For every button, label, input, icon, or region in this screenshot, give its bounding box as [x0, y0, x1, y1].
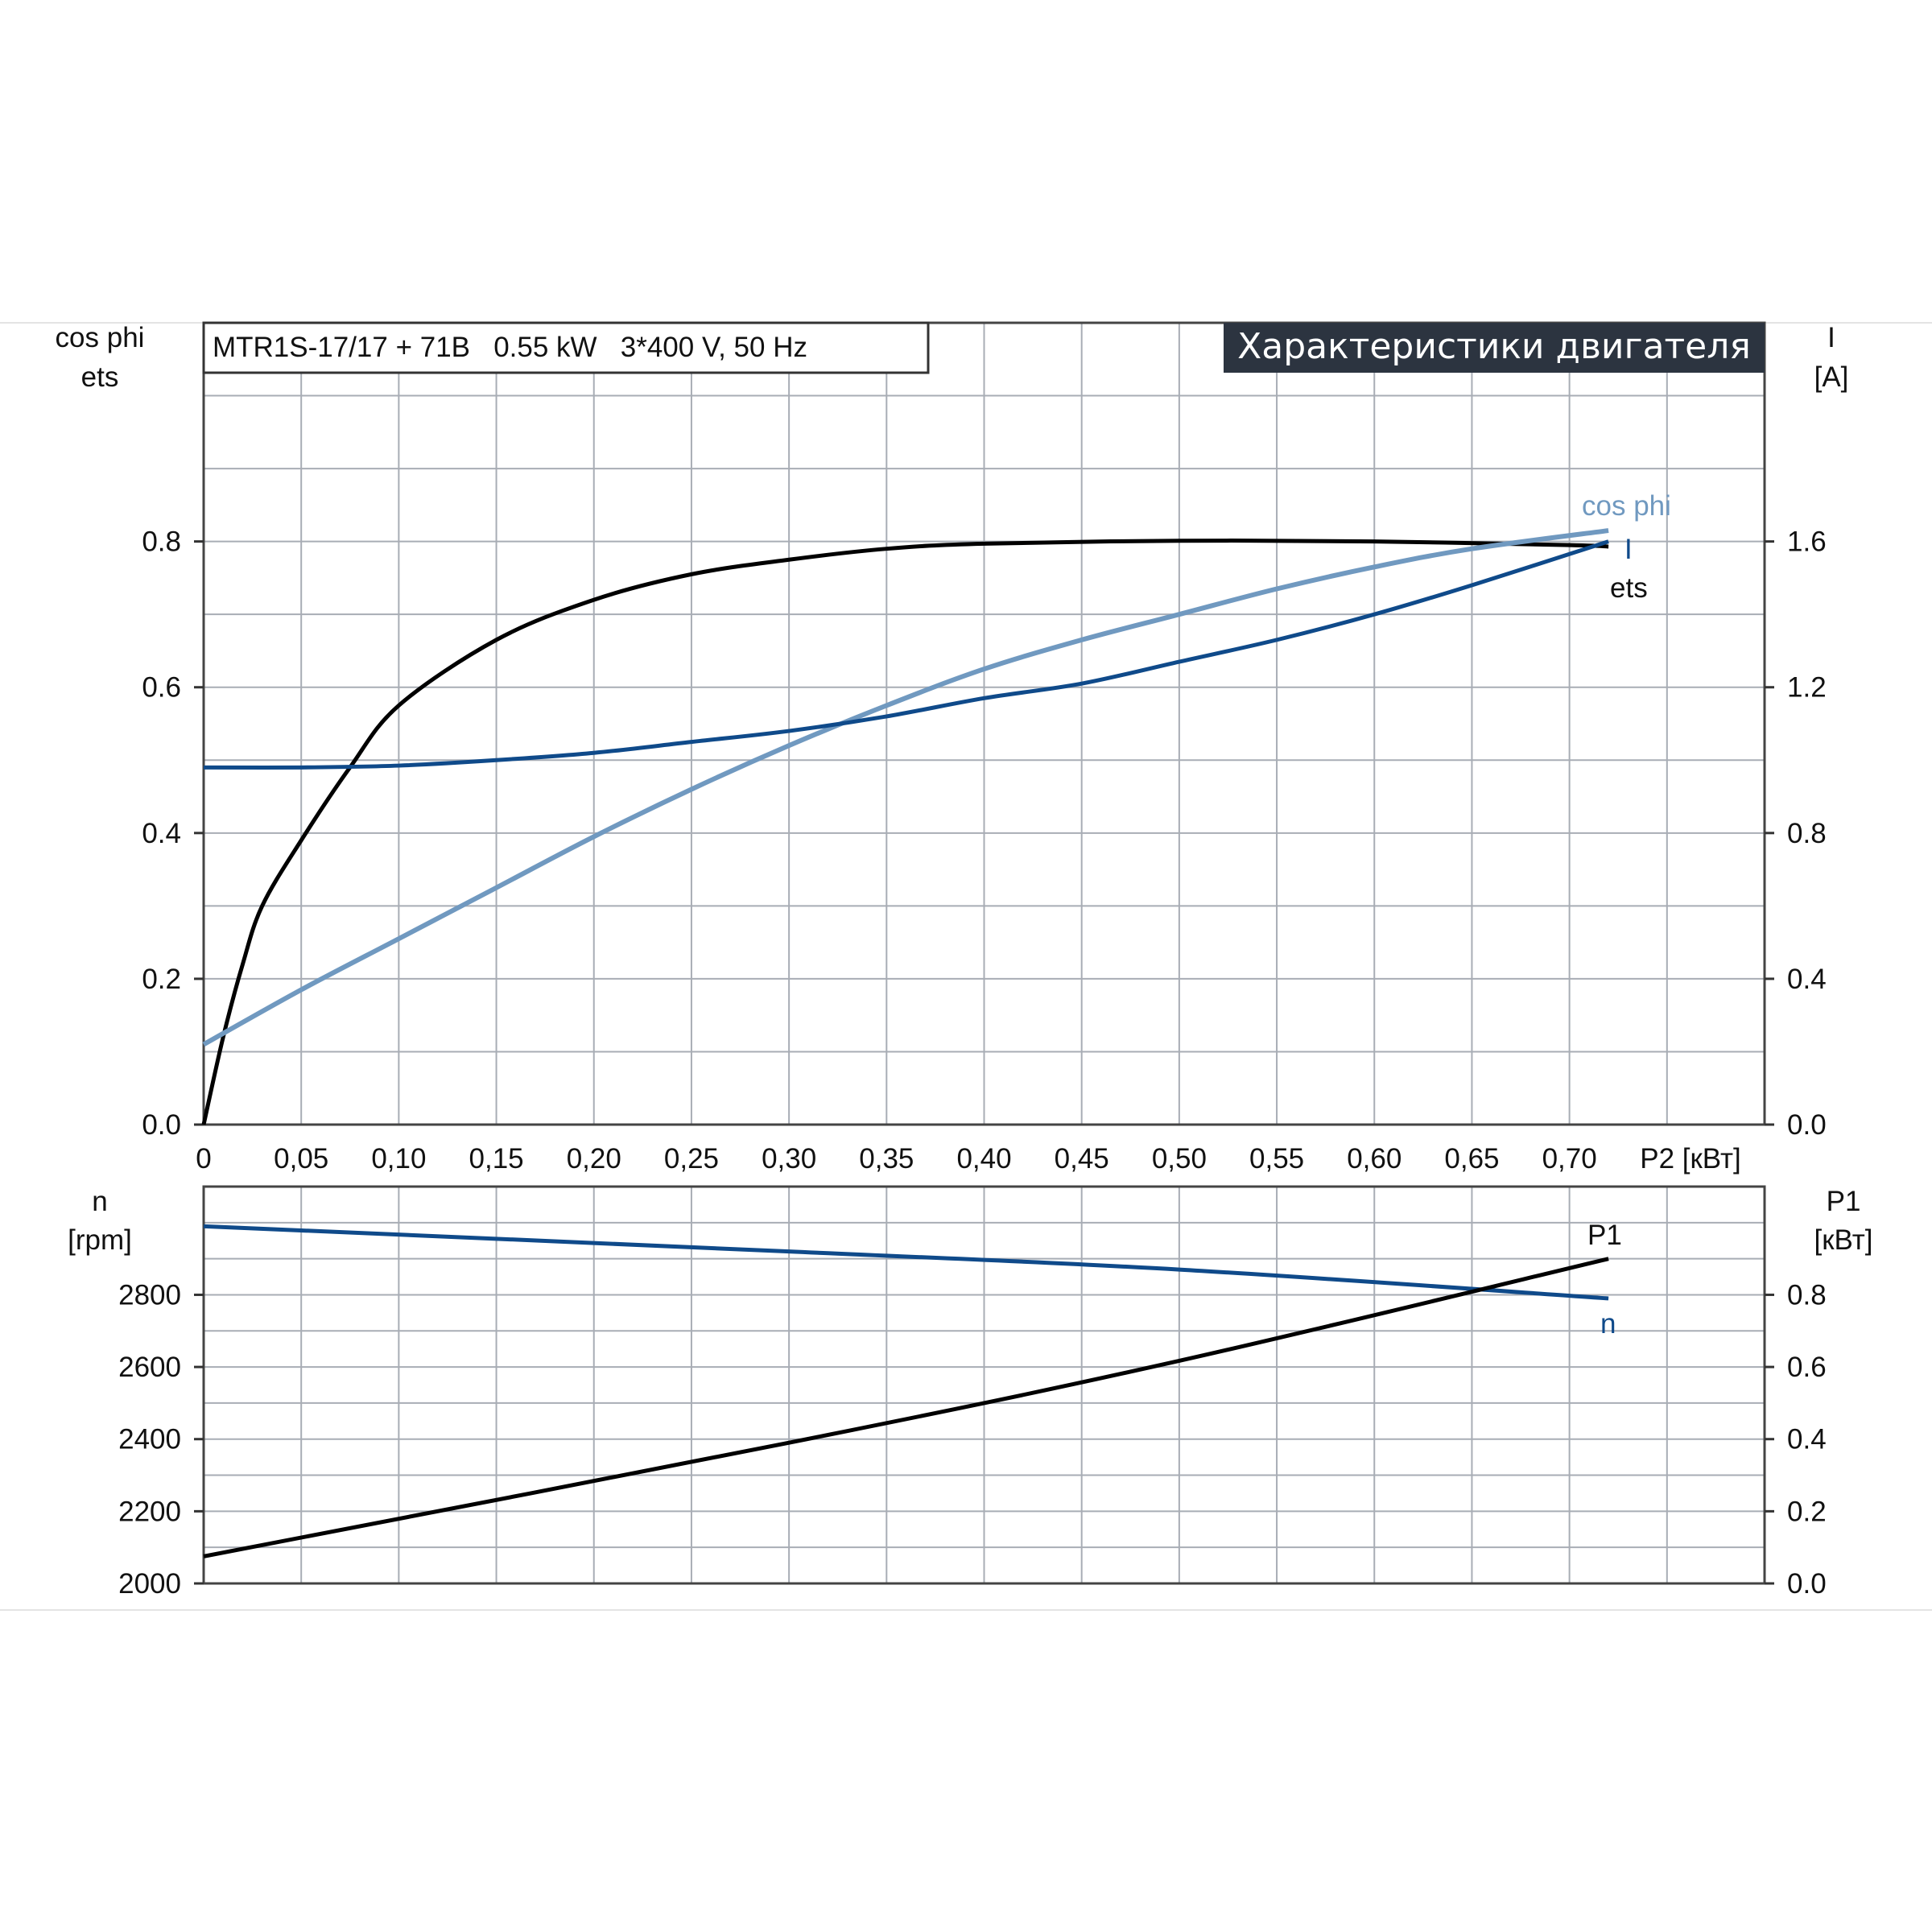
series-line-P1: [203, 1257, 1609, 1558]
x-tick-label: 0,50: [1152, 1143, 1207, 1174]
right-axis-label-I: I: [1827, 322, 1835, 353]
x-tick-label: 0,30: [762, 1143, 816, 1174]
x-tick-label: 0,10: [371, 1143, 426, 1174]
right-tick-label: 0.4: [1787, 1424, 1827, 1455]
x-tick-label: 0,60: [1347, 1143, 1402, 1174]
x-tick-label: 0,70: [1542, 1143, 1597, 1174]
left-axis-label-n: n: [92, 1186, 107, 1217]
left-tick-label: 2200: [118, 1496, 181, 1527]
series-line-ets: [201, 539, 1609, 1125]
right-tick-label: 0.6: [1787, 1352, 1827, 1383]
left-tick-label: 0.2: [142, 964, 181, 995]
x-tick-label: 0,65: [1444, 1143, 1499, 1174]
n-curve-label: n: [1600, 1308, 1616, 1340]
x-tick-label: 0,55: [1249, 1143, 1304, 1174]
series-line-cos-phi: [202, 528, 1609, 1047]
right-tick-label: 1.6: [1787, 526, 1827, 558]
left-tick-label: 0.0: [142, 1109, 181, 1141]
right-axis-label-P1: P1: [1827, 1186, 1861, 1217]
x-axis-label: P2 [кВт]: [1640, 1143, 1741, 1174]
right-axis-label-kw: [кВт]: [1814, 1224, 1873, 1256]
left-tick-label: 0.4: [142, 818, 181, 849]
left-tick-label: 2800: [118, 1279, 181, 1311]
x-tick-label: 0,40: [956, 1143, 1011, 1174]
right-tick-label: 0.0: [1787, 1109, 1827, 1141]
x-tick-label: 0,25: [664, 1143, 719, 1174]
header-box: [1224, 323, 1765, 373]
x-tick-label: 0,35: [859, 1143, 914, 1174]
series-line-n: [203, 1224, 1609, 1301]
right-tick-label: 0.4: [1787, 964, 1827, 995]
right-axis-label-A: [A]: [1814, 361, 1849, 393]
right-tick-label: 1.2: [1787, 672, 1827, 704]
upper-chart: 0.0 0.2 0.4 0.6 0.8 0.0 0.4 0.8 1.2 1.6 0 0,05 0,10 0…: [142, 321, 1827, 1174]
left-tick-label: 2000: [118, 1568, 181, 1600]
right-tick-label: 0.8: [1787, 818, 1827, 849]
title-box: [202, 321, 930, 374]
left-tick-label: 2600: [118, 1352, 181, 1383]
right-tick-label: 0.8: [1787, 1279, 1827, 1311]
x-tick-label: 0: [196, 1143, 211, 1174]
header-text: Характеристики двигателя: [1237, 326, 1751, 367]
x-tick-label: 0,45: [1055, 1143, 1109, 1174]
x-tick-label: 0,05: [274, 1143, 328, 1174]
right-tick-label: 0.2: [1787, 1496, 1827, 1527]
left-axis-label-ets: ets: [81, 361, 119, 393]
title-text: MTR1S-17/17 + 71B 0.55 kW 3*400 V, 50 Hz: [213, 332, 807, 363]
x-tick-label: 0,15: [469, 1143, 524, 1174]
plot-frame: [202, 1185, 1766, 1585]
plot-frame: [202, 321, 1766, 1126]
left-axis-label-cosphi: cos phi: [56, 322, 145, 353]
series-line-I: [203, 539, 1609, 770]
I-curve-label: I: [1624, 534, 1633, 565]
left-tick-label: 0.8: [142, 526, 181, 558]
lower-chart: 2000 2200 2400 2600 2800 0.0 0.2 0.4 0.6 0.8: [118, 1185, 1827, 1600]
ets-curve-label: ets: [1610, 572, 1648, 604]
left-tick-label: 2400: [118, 1424, 181, 1455]
left-tick-label: 0.6: [142, 672, 181, 704]
left-axis-label-rpm: [rpm]: [68, 1224, 132, 1256]
cosphi-curve-label: cos phi: [1582, 490, 1671, 522]
right-tick-label: 0.0: [1787, 1568, 1827, 1600]
x-tick-label: 0,20: [567, 1143, 621, 1174]
P1-curve-label: P1: [1587, 1220, 1622, 1251]
